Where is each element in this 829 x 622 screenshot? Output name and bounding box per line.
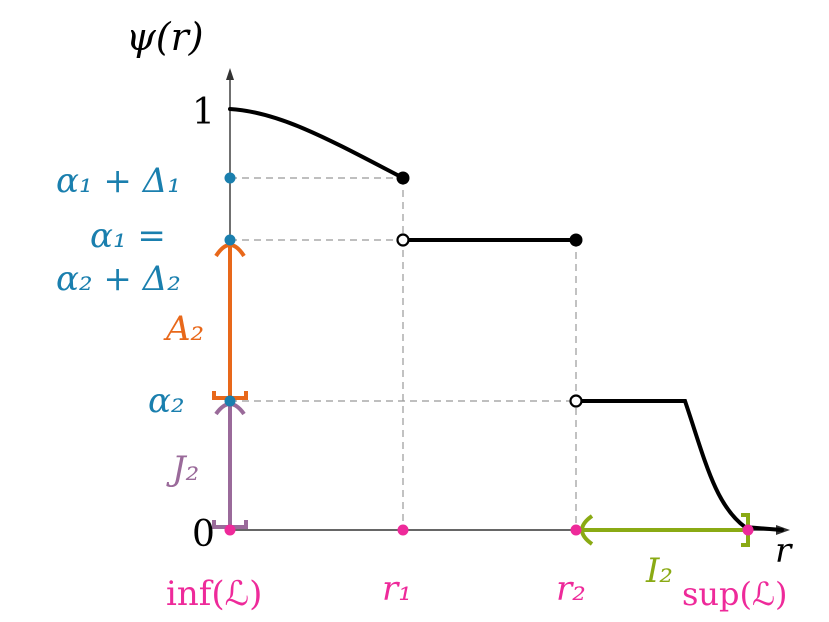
closed-point-r1 (396, 171, 410, 185)
y-tick-alpha2-delta2: α₂ + Δ₂ (56, 259, 181, 299)
y-tick-1: 1 (192, 92, 215, 133)
interval-I2 (580, 513, 750, 547)
marker-sup (742, 524, 754, 536)
marker-inf (224, 524, 236, 536)
guide-lines (230, 177, 577, 530)
axes (229, 74, 782, 531)
I2-open-bracket (580, 514, 594, 546)
closed-point-r2 (569, 233, 583, 247)
x-tick-r2: r₂ (556, 569, 586, 609)
y-tick-alpha1-delta1: α₁ + Δ₁ (56, 161, 181, 201)
open-point-r1 (396, 233, 410, 247)
function-graph (228, 107, 784, 532)
segment-3 (580, 399, 784, 532)
y-tick-alpha1-eq: α₁ = (90, 216, 166, 256)
marker-r1 (397, 524, 409, 536)
y-axis-arrow (226, 68, 234, 80)
segment-1 (228, 107, 405, 180)
label-A2: A₂ (163, 309, 204, 349)
open-point-r2 (569, 394, 583, 408)
interval-A2 (212, 243, 248, 400)
marker-alpha1 (224, 234, 236, 246)
y-tick-0: 0 (192, 514, 215, 555)
marker-r2 (570, 524, 582, 536)
interval-J2 (212, 402, 248, 529)
label-I2: I₂ (645, 551, 673, 591)
y-tick-alpha2: α₂ (148, 381, 185, 421)
marker-alpha2 (224, 395, 236, 407)
x-axis-label: r (775, 531, 793, 571)
x-tick-inf: inf(ℒ) (166, 574, 262, 614)
y-axis-label: ψ(r) (126, 15, 204, 59)
x-tick-sup: sup(ℒ) (682, 575, 788, 613)
x-tick-r1: r₁ (382, 569, 412, 609)
label-J2: J₂ (166, 449, 199, 489)
marker-alpha1-delta1 (224, 172, 236, 184)
